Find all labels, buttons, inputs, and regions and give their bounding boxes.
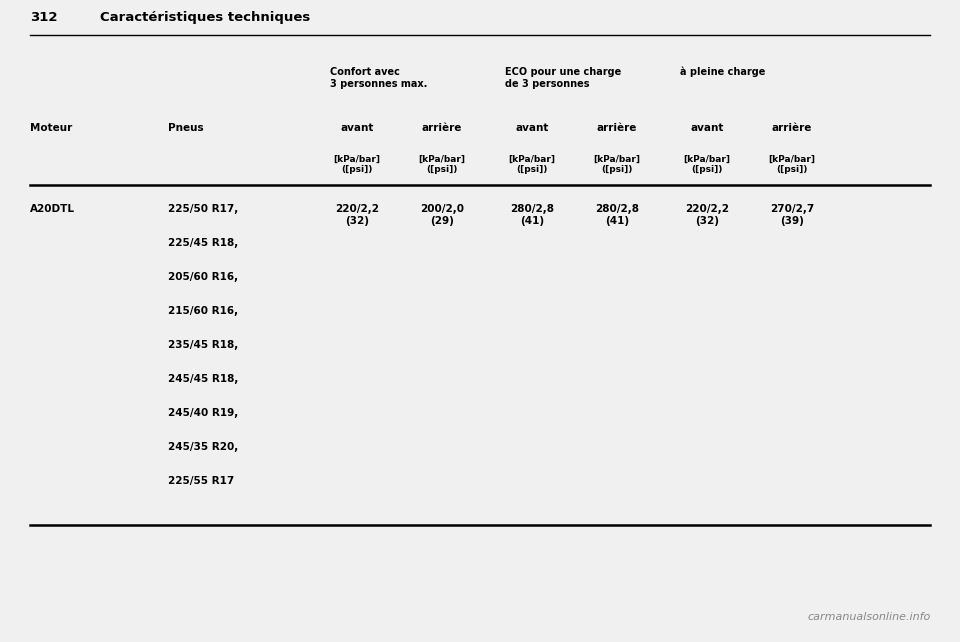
Text: 205/60 R16,: 205/60 R16,: [168, 272, 238, 282]
Text: 235/45 R18,: 235/45 R18,: [168, 340, 238, 350]
Text: arrière: arrière: [772, 123, 812, 133]
Text: à pleine charge: à pleine charge: [680, 67, 765, 77]
Text: Confort avec
3 personnes max.: Confort avec 3 personnes max.: [330, 67, 427, 89]
Text: arrière: arrière: [421, 123, 462, 133]
Text: avant: avant: [516, 123, 549, 133]
Text: [kPa/bar]
([psi]): [kPa/bar] ([psi]): [684, 155, 731, 174]
Text: 245/35 R20,: 245/35 R20,: [168, 442, 238, 452]
Text: 280/2,8
(41): 280/2,8 (41): [595, 204, 639, 226]
Text: 225/45 R18,: 225/45 R18,: [168, 238, 238, 248]
Text: 225/50 R17,: 225/50 R17,: [168, 204, 238, 214]
Text: [kPa/bar]
([psi]): [kPa/bar] ([psi]): [333, 155, 380, 174]
Text: 220/2,2
(32): 220/2,2 (32): [685, 204, 729, 226]
Text: 220/2,2
(32): 220/2,2 (32): [335, 204, 379, 226]
Text: 245/40 R19,: 245/40 R19,: [168, 408, 238, 418]
Text: 225/55 R17: 225/55 R17: [168, 476, 234, 486]
Text: [kPa/bar]
([psi]): [kPa/bar] ([psi]): [419, 155, 466, 174]
Text: 280/2,8
(41): 280/2,8 (41): [510, 204, 554, 226]
Text: 200/2,0
(29): 200/2,0 (29): [420, 204, 464, 226]
Text: [kPa/bar]
([psi]): [kPa/bar] ([psi]): [593, 155, 640, 174]
Text: 270/2,7
(39): 270/2,7 (39): [770, 204, 814, 226]
Text: [kPa/bar]
([psi]): [kPa/bar] ([psi]): [769, 155, 815, 174]
Text: A20DTL: A20DTL: [30, 204, 75, 214]
Text: Caractéristiques techniques: Caractéristiques techniques: [100, 12, 310, 24]
Text: [kPa/bar]
([psi]): [kPa/bar] ([psi]): [509, 155, 556, 174]
Text: ECO pour une charge
de 3 personnes: ECO pour une charge de 3 personnes: [505, 67, 621, 89]
Text: carmanualsonline.info: carmanualsonline.info: [808, 612, 931, 622]
Text: arrière: arrière: [597, 123, 637, 133]
Text: 312: 312: [30, 12, 58, 24]
Text: Pneus: Pneus: [168, 123, 204, 133]
Text: Moteur: Moteur: [30, 123, 72, 133]
Text: avant: avant: [690, 123, 724, 133]
Text: 215/60 R16,: 215/60 R16,: [168, 306, 238, 317]
Text: 245/45 R18,: 245/45 R18,: [168, 374, 238, 384]
Text: avant: avant: [340, 123, 373, 133]
